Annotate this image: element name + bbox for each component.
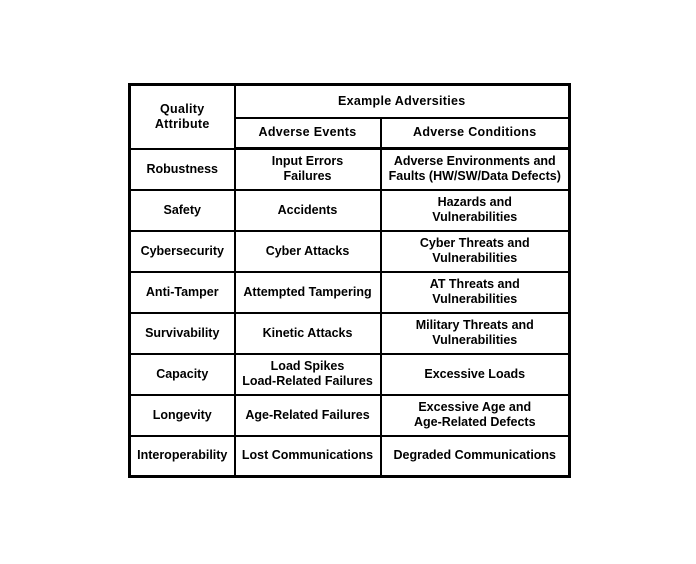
header-adverse-conditions: Adverse Conditions [379, 116, 571, 150]
cell-adverse-events: Kinetic Attacks [233, 311, 382, 355]
cell-attribute: Longevity [128, 393, 236, 437]
cell-adverse-conditions: Degraded Communications [379, 434, 571, 478]
cell-adverse-events: Age-Related Failures [233, 393, 382, 437]
cell-attribute: Anti-Tamper [128, 270, 236, 314]
table-row-robustness: Robustness Input Errors Failures Adverse… [128, 147, 571, 191]
cell-adverse-conditions: Hazards and Vulnerabilities [379, 188, 571, 232]
table-row-anti-tamper: Anti-Tamper Attempted Tampering AT Threa… [128, 270, 571, 314]
header-row-sub: Adverse Events Adverse Conditions [130, 116, 571, 150]
cell-adverse-events: Lost Communications [233, 434, 382, 478]
cell-adverse-events: Input Errors Failures [233, 147, 382, 191]
header-quality-attribute: Quality Attribute [128, 83, 236, 150]
quality-attributes-table-container: Quality Attribute Example Adversities Ad… [128, 83, 571, 478]
cell-adverse-events: Cyber Attacks [233, 229, 382, 273]
cell-adverse-conditions: AT Threats and Vulnerabilities [379, 270, 571, 314]
cell-adverse-conditions: Adverse Environments and Faults (HW/SW/D… [379, 147, 571, 191]
cell-adverse-events: Load Spikes Load-Related Failures [233, 352, 382, 396]
table-row-longevity: Longevity Age-Related Failures Excessive… [128, 393, 571, 437]
header-adverse-events: Adverse Events [233, 116, 382, 150]
cell-adverse-events: Accidents [233, 188, 382, 232]
cell-adverse-events: Attempted Tampering [233, 270, 382, 314]
cell-attribute: Survivability [128, 311, 236, 355]
quality-attributes-table: Quality Attribute Example Adversities Ad… [128, 83, 571, 478]
table-row-cybersecurity: Cybersecurity Cyber Attacks Cyber Threat… [128, 229, 571, 273]
cell-adverse-conditions: Cyber Threats and Vulnerabilities [379, 229, 571, 273]
header-row-top: Quality Attribute Example Adversities [128, 83, 571, 150]
header-example-adversities: Example Adversities [233, 83, 571, 119]
cell-adverse-conditions: Excessive Loads [379, 352, 571, 396]
table-row-survivability: Survivability Kinetic Attacks Military T… [128, 311, 571, 355]
cell-attribute: Interoperability [128, 434, 236, 478]
cell-adverse-conditions: Excessive Age and Age-Related Defects [379, 393, 571, 437]
table-row-safety: Safety Accidents Hazards and Vulnerabili… [128, 188, 571, 232]
cell-attribute: Capacity [128, 352, 236, 396]
cell-attribute: Cybersecurity [128, 229, 236, 273]
cell-attribute: Robustness [128, 147, 236, 191]
cell-adverse-conditions: Military Threats and Vulnerabilities [379, 311, 571, 355]
table-row-interoperability: Interoperability Lost Communications Deg… [128, 434, 571, 478]
cell-attribute: Safety [128, 188, 236, 232]
table-row-capacity: Capacity Load Spikes Load-Related Failur… [128, 352, 571, 396]
